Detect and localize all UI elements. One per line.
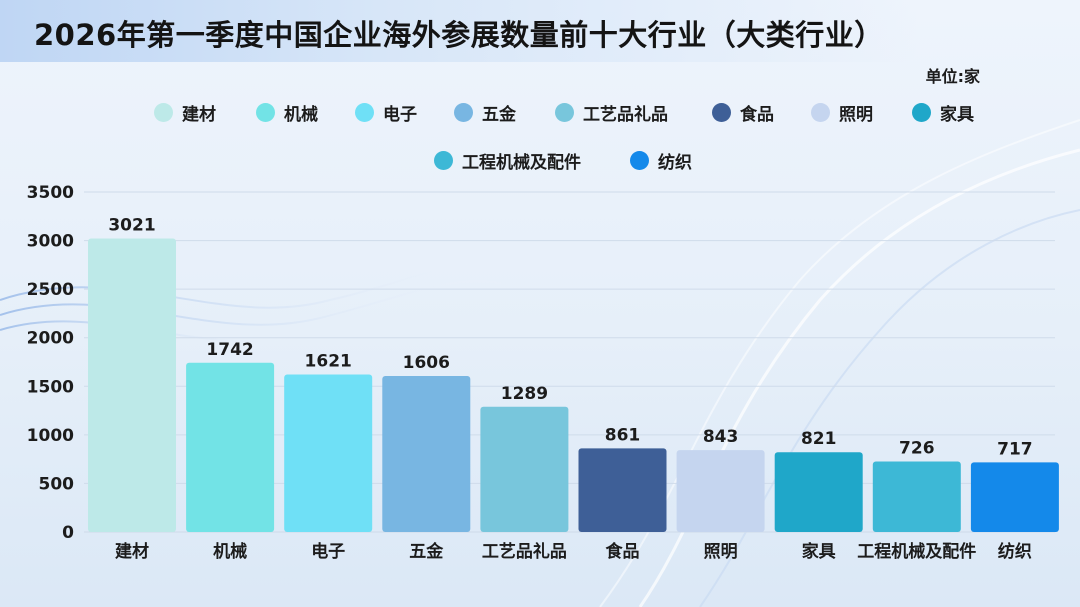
x-category-label: 建材 <box>115 541 149 562</box>
y-tick-label: 3000 <box>27 232 74 252</box>
y-tick-label: 0 <box>62 523 74 543</box>
page-title: 2026年第一季度中国企业海外参展数量前十大行业（大类行业） <box>34 18 884 52</box>
legend-swatch <box>434 151 453 170</box>
bar-4 <box>480 406 569 532</box>
legend-label: 机械 <box>284 105 318 125</box>
x-category-label: 纺织 <box>998 541 1032 562</box>
legend-swatch <box>712 103 731 122</box>
legend-item: 纺织 <box>630 148 692 173</box>
bar-value-label: 1621 <box>305 352 352 372</box>
legend-swatch <box>811 103 830 122</box>
unit-label: 单位:家 <box>925 67 980 86</box>
bar-7 <box>774 452 863 532</box>
legend-label: 工艺品礼品 <box>583 105 668 125</box>
x-category-label: 机械 <box>213 541 247 562</box>
bar-2 <box>284 374 373 532</box>
legend-item: 五金 <box>454 100 516 125</box>
legend-item: 工程机械及配件 <box>434 148 581 173</box>
bar-value-label: 726 <box>899 438 935 458</box>
bar-value-label: 3021 <box>108 216 155 236</box>
x-category-label: 电子 <box>311 541 345 562</box>
legend-label: 照明 <box>839 105 873 125</box>
y-tick-label: 500 <box>39 474 75 494</box>
bar-6 <box>676 450 765 532</box>
legend-label: 食品 <box>740 105 774 125</box>
x-category-label: 家具 <box>802 541 836 562</box>
bar-value-label: 717 <box>997 439 1033 459</box>
bar-value-label: 843 <box>703 427 739 447</box>
legend-swatch <box>912 103 931 122</box>
y-tick-label: 1000 <box>27 426 74 446</box>
bar-value-label: 821 <box>801 429 837 449</box>
legend-swatch <box>256 103 275 122</box>
legend-label: 五金 <box>482 105 516 125</box>
y-tick-label: 1500 <box>27 377 74 397</box>
bar-value-label: 861 <box>605 425 641 445</box>
x-category-label: 食品 <box>606 541 640 562</box>
legend-swatch <box>355 103 374 122</box>
legend-label: 建材 <box>182 105 216 125</box>
legend-swatch <box>454 103 473 122</box>
legend-item: 机械 <box>256 100 318 125</box>
legend-swatch <box>630 151 649 170</box>
legend-item: 食品 <box>712 100 774 125</box>
legend-item: 电子 <box>355 100 417 125</box>
legend-label: 工程机械及配件 <box>462 153 581 173</box>
bar-0 <box>88 238 176 532</box>
legend-swatch <box>154 103 173 122</box>
bar-1 <box>186 362 275 532</box>
legend-label: 家具 <box>940 105 974 125</box>
bar-8 <box>872 461 961 532</box>
x-category-label: 工艺品礼品 <box>482 541 567 562</box>
bar-value-label: 1289 <box>501 384 548 404</box>
legend-label: 纺织 <box>658 153 692 173</box>
x-category-label: 照明 <box>704 542 738 562</box>
bar-3 <box>382 375 471 532</box>
legend-item: 建材 <box>154 100 216 125</box>
bar-value-label: 1742 <box>206 340 253 360</box>
legend-item: 工艺品礼品 <box>555 100 668 125</box>
bar-9 <box>970 462 1059 532</box>
x-category-label: 五金 <box>409 541 444 562</box>
y-tick-label: 2000 <box>27 329 74 349</box>
y-tick-label: 3500 <box>27 183 74 203</box>
bar-5 <box>578 448 667 532</box>
y-tick-label: 2500 <box>27 280 74 300</box>
legend-swatch <box>555 103 574 122</box>
x-category-label: 工程机械及配件 <box>857 541 976 562</box>
legend-item: 照明 <box>811 100 873 125</box>
title-band <box>0 0 1080 62</box>
legend-item: 家具 <box>912 100 974 125</box>
bar-value-label: 1606 <box>403 353 450 373</box>
legend-label: 电子 <box>383 105 417 125</box>
